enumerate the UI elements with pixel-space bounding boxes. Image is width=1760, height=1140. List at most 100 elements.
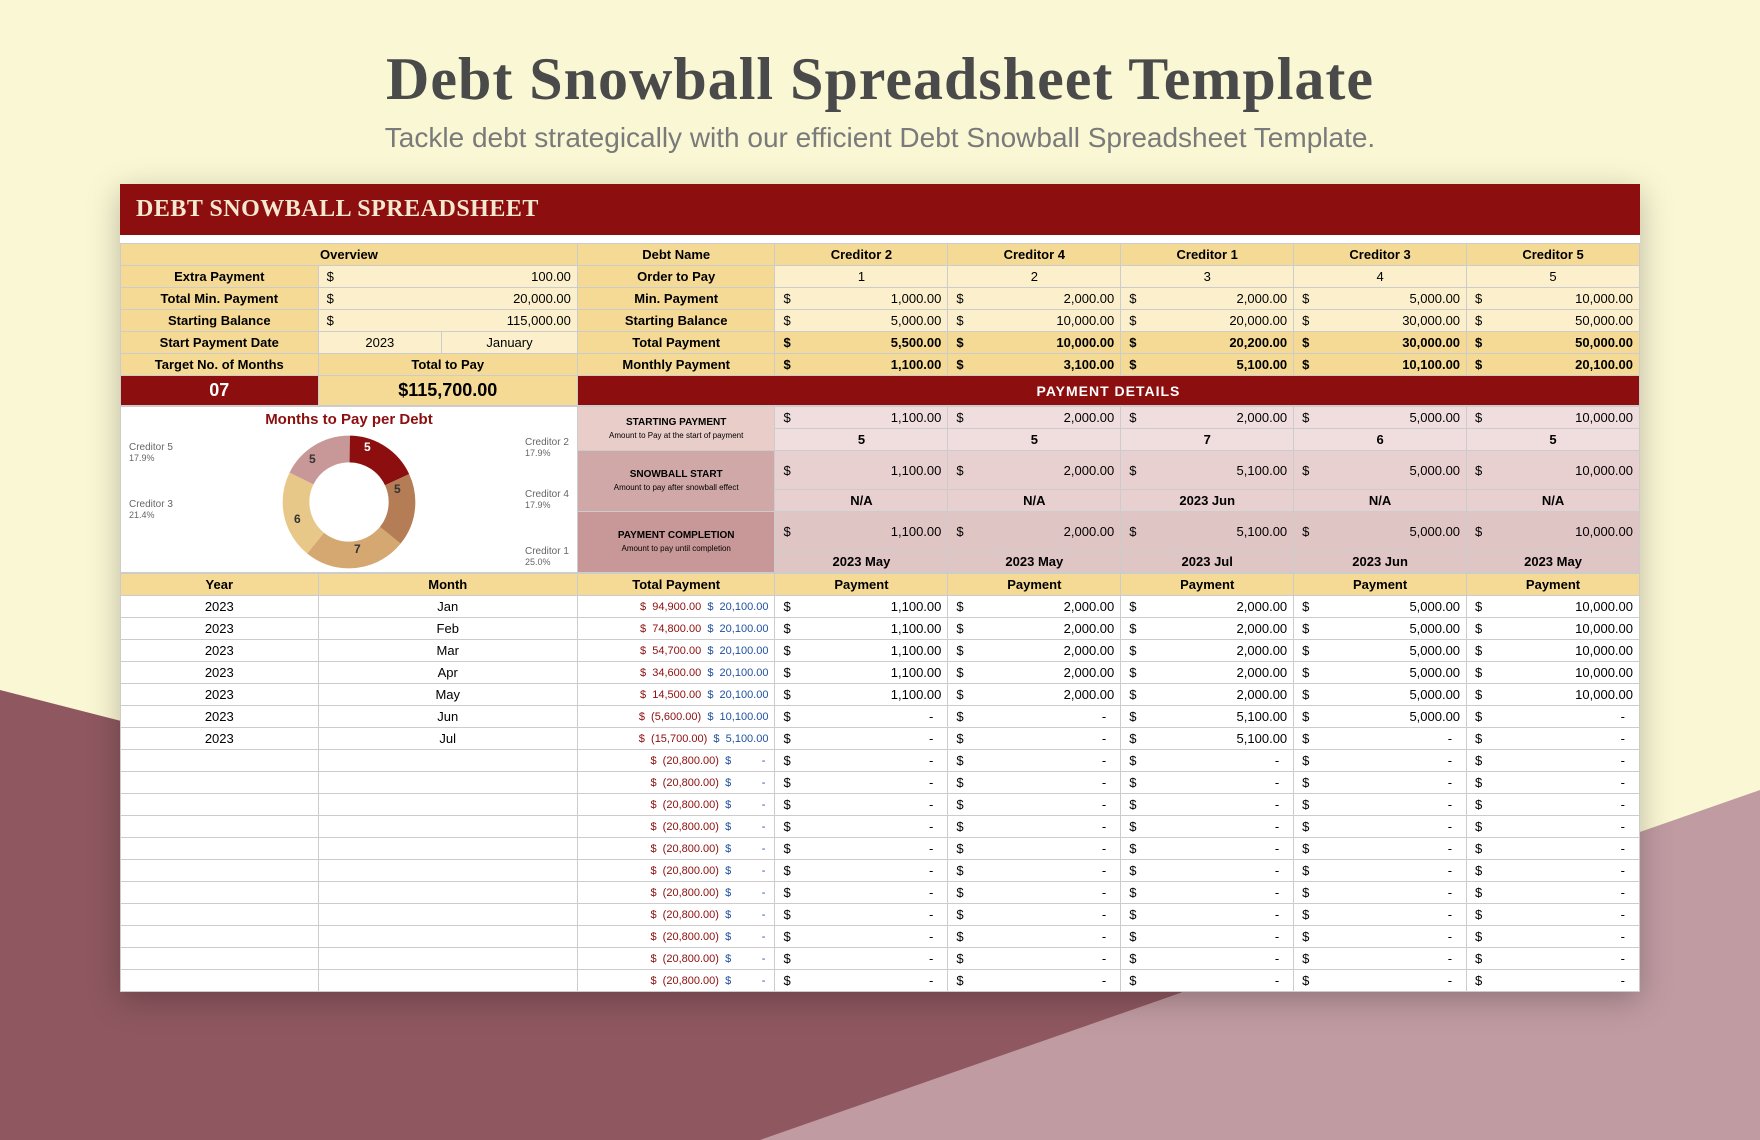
sched-blank-pay [948,772,1121,794]
sched-blank-pay [1294,750,1467,772]
sched-blank-pay [948,838,1121,860]
sched-pay: 1,100.00 [775,640,948,662]
sect-month: 5 [948,429,1121,451]
sched-pay: 1,100.00 [775,662,948,684]
sched-blank-total: $ (20,800.00) $ - [577,926,775,948]
sched-pay: 10,000.00 [1467,596,1640,618]
sched-year: 2023 [121,662,319,684]
sect-month: N/A [948,490,1121,512]
sect-amt: 1,100.00 [775,451,948,490]
order-label: Order to Pay [577,266,775,288]
sched-blank-total: $ (20,800.00) $ - [577,860,775,882]
sched-month-hdr: Month [318,574,577,596]
sched-pay: 2,000.00 [948,684,1121,706]
sb-0: 5,000.00 [775,310,948,332]
sect-amt: 5,000.00 [1294,407,1467,429]
sb-label: Starting Balance [577,310,775,332]
total-to-pay-value: $115,700.00 [318,376,577,406]
sched-blank-total: $ (20,800.00) $ - [577,750,775,772]
tp-2: 20,200.00 [1121,332,1294,354]
balance-value: 115,000.00 [318,310,577,332]
sect-amt: 10,000.00 [1467,407,1640,429]
sched-blank [318,772,577,794]
sched-blank [121,948,319,970]
mp-3: 10,100.00 [1294,354,1467,376]
sched-blank-pay [1467,750,1640,772]
sched-blank-pay [948,926,1121,948]
sched-pay: 2,000.00 [1121,640,1294,662]
sect-amt: 5,000.00 [1294,451,1467,490]
tp-label: Total Payment [577,332,775,354]
sched-blank-pay [775,882,948,904]
sched-blank-pay [1121,816,1294,838]
sect-amt: 2,000.00 [948,451,1121,490]
sched-blank-pay [775,926,948,948]
totalmin-label: Total Min. Payment [121,288,319,310]
sched-totals: $ 34,600.00 $ 20,100.00 [577,662,775,684]
order-1: 2 [948,266,1121,288]
sched-pay [948,706,1121,728]
sched-blank-pay [1467,926,1640,948]
target-label: Target No. of Months [121,354,319,376]
sched-blank-pay [948,794,1121,816]
sched-pay [948,728,1121,750]
sched-p-hdr-4: Payment [1467,574,1640,596]
sched-blank-total: $ (20,800.00) $ - [577,948,775,970]
sched-totals: $ 14,500.00 $ 20,100.00 [577,684,775,706]
sched-blank-pay [775,948,948,970]
order-3: 4 [1294,266,1467,288]
sched-p-hdr-1: Payment [948,574,1121,596]
payment-details-header: PAYMENT DETAILS [577,376,1639,406]
totaltopay-label: Total to Pay [318,354,577,376]
sched-blank-pay [948,750,1121,772]
sheet-title-bar: DEBT SNOWBALL SPREADSHEET [120,184,1640,235]
sb-3: 30,000.00 [1294,310,1467,332]
sched-pay: 5,100.00 [1121,706,1294,728]
order-4: 5 [1467,266,1640,288]
sched-pay: 2,000.00 [948,662,1121,684]
min-label: Min. Payment [577,288,775,310]
sched-blank-pay [775,816,948,838]
sched-blank-pay [1121,750,1294,772]
sched-pay: 10,000.00 [1467,618,1640,640]
sched-blank-pay [775,750,948,772]
sched-blank [318,926,577,948]
sched-blank-pay [775,838,948,860]
sched-pay: 5,000.00 [1294,662,1467,684]
tp-0: 5,500.00 [775,332,948,354]
order-2: 3 [1121,266,1294,288]
sched-blank-pay [1121,970,1294,992]
sched-blank-pay [948,882,1121,904]
sched-pay: 2,000.00 [1121,662,1294,684]
sect-amt: 5,100.00 [1121,512,1294,551]
sect-amt: 1,100.00 [775,407,948,429]
sched-blank-pay [1467,904,1640,926]
sched-blank-pay [1467,948,1640,970]
sched-blank-pay [1467,882,1640,904]
tp-3: 30,000.00 [1294,332,1467,354]
sched-blank [121,926,319,948]
sched-blank-pay [775,904,948,926]
sched-blank [318,948,577,970]
sched-pay: 1,100.00 [775,618,948,640]
sched-blank-total: $ (20,800.00) $ - [577,838,775,860]
sched-blank-total: $ (20,800.00) $ - [577,772,775,794]
sched-blank [318,904,577,926]
sb-2: 20,000.00 [1121,310,1294,332]
sched-blank-pay [1294,948,1467,970]
min-0: 1,000.00 [775,288,948,310]
sched-blank-pay [1294,904,1467,926]
sched-year: 2023 [121,728,319,750]
details-table: Months to Pay per Debt 5 5 7 6 5 Credito… [120,406,1640,573]
mp-2: 5,100.00 [1121,354,1294,376]
sched-pay: 2,000.00 [1121,684,1294,706]
spreadsheet-table: Overview Debt Name Creditor 2 Creditor 4… [120,243,1640,406]
sched-blank [318,860,577,882]
creditor-1: Creditor 4 [948,244,1121,266]
sched-pay: 1,100.00 [775,684,948,706]
sched-blank [318,838,577,860]
sched-blank-pay [948,904,1121,926]
tp-1: 10,000.00 [948,332,1121,354]
sect-month: N/A [1294,490,1467,512]
creditor-3: Creditor 3 [1294,244,1467,266]
